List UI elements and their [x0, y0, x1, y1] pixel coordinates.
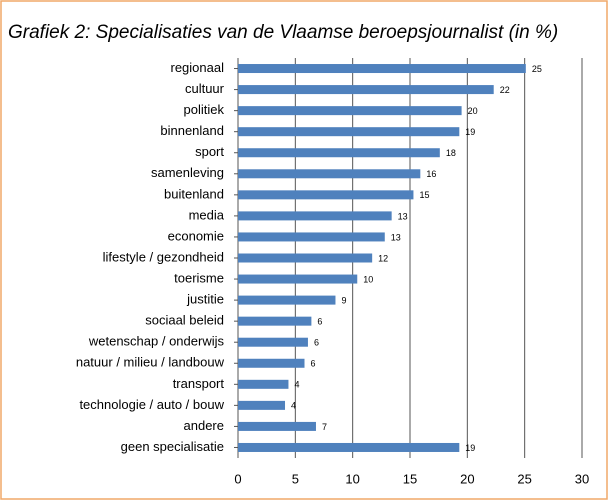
- bar: [238, 442, 460, 452]
- value-label: 6: [314, 338, 319, 348]
- bar: [238, 127, 460, 137]
- chart-title: Grafiek 2: Specialisaties van de Vlaamse…: [8, 22, 558, 43]
- value-label: 6: [311, 359, 316, 369]
- bar: [238, 421, 316, 431]
- value-label: 4: [291, 401, 296, 411]
- x-tick-label: 20: [460, 471, 474, 486]
- bar: [238, 379, 289, 389]
- value-label: 13: [398, 211, 408, 221]
- value-label: 18: [446, 148, 456, 158]
- bar: [238, 169, 421, 179]
- y-tick-label: toerisme: [174, 270, 224, 285]
- y-tick-label: politiek: [184, 102, 225, 117]
- bar: [238, 190, 414, 200]
- bar: [238, 316, 312, 326]
- y-tick-label: andere: [184, 418, 224, 433]
- x-tick-label: 5: [292, 471, 299, 486]
- y-tick-label: technologie / auto / bouw: [79, 397, 224, 412]
- value-label: 22: [500, 85, 510, 95]
- x-tick-label: 25: [517, 471, 531, 486]
- value-label: 25: [532, 64, 542, 74]
- value-label: 7: [322, 422, 327, 432]
- value-label: 9: [341, 295, 346, 305]
- y-tick-label: cultuur: [185, 81, 225, 96]
- value-label: 13: [391, 232, 401, 242]
- y-tick-label: geen specialisatie: [121, 439, 224, 454]
- bar: [238, 85, 494, 95]
- bar: [238, 148, 440, 158]
- y-tick-label: natuur / milieu / landbouw: [76, 355, 225, 370]
- bar: [238, 400, 286, 410]
- bar: [238, 64, 526, 74]
- value-label: 15: [419, 190, 429, 200]
- y-tick-label: sociaal beleid: [145, 313, 224, 328]
- y-tick-label: wetenschap / onderwijs: [88, 334, 225, 349]
- y-tick-label: binnenland: [160, 123, 224, 138]
- y-tick-label: samenleving: [151, 165, 224, 180]
- value-label: 12: [378, 253, 388, 263]
- value-label: 10: [363, 274, 373, 284]
- bar: [238, 337, 308, 347]
- y-tick-label: transport: [173, 376, 225, 391]
- y-tick-label: buitenland: [164, 186, 224, 201]
- y-tick-label: sport: [195, 144, 224, 159]
- value-label: 20: [468, 106, 478, 116]
- y-tick-label: media: [189, 207, 225, 222]
- value-label: 19: [465, 443, 475, 453]
- x-tick-label: 30: [575, 471, 589, 486]
- x-tick-label: 0: [234, 471, 241, 486]
- x-tick-label: 15: [403, 471, 417, 486]
- bar: [238, 295, 336, 305]
- value-label: 19: [465, 127, 475, 137]
- bar: [238, 232, 385, 242]
- y-tick-label: justitie: [186, 292, 224, 307]
- y-tick-label: lifestyle / gezondheid: [103, 249, 224, 264]
- bar: [238, 211, 392, 221]
- y-tick-label: regionaal: [171, 60, 225, 75]
- x-tick-label: 10: [345, 471, 359, 486]
- value-label: 16: [426, 169, 436, 179]
- value-label: 4: [294, 380, 299, 390]
- value-label: 6: [317, 317, 322, 327]
- bar: [238, 253, 373, 263]
- bar: [238, 274, 358, 284]
- bar: [238, 106, 462, 116]
- bar: [238, 358, 305, 368]
- y-tick-label: economie: [168, 228, 224, 243]
